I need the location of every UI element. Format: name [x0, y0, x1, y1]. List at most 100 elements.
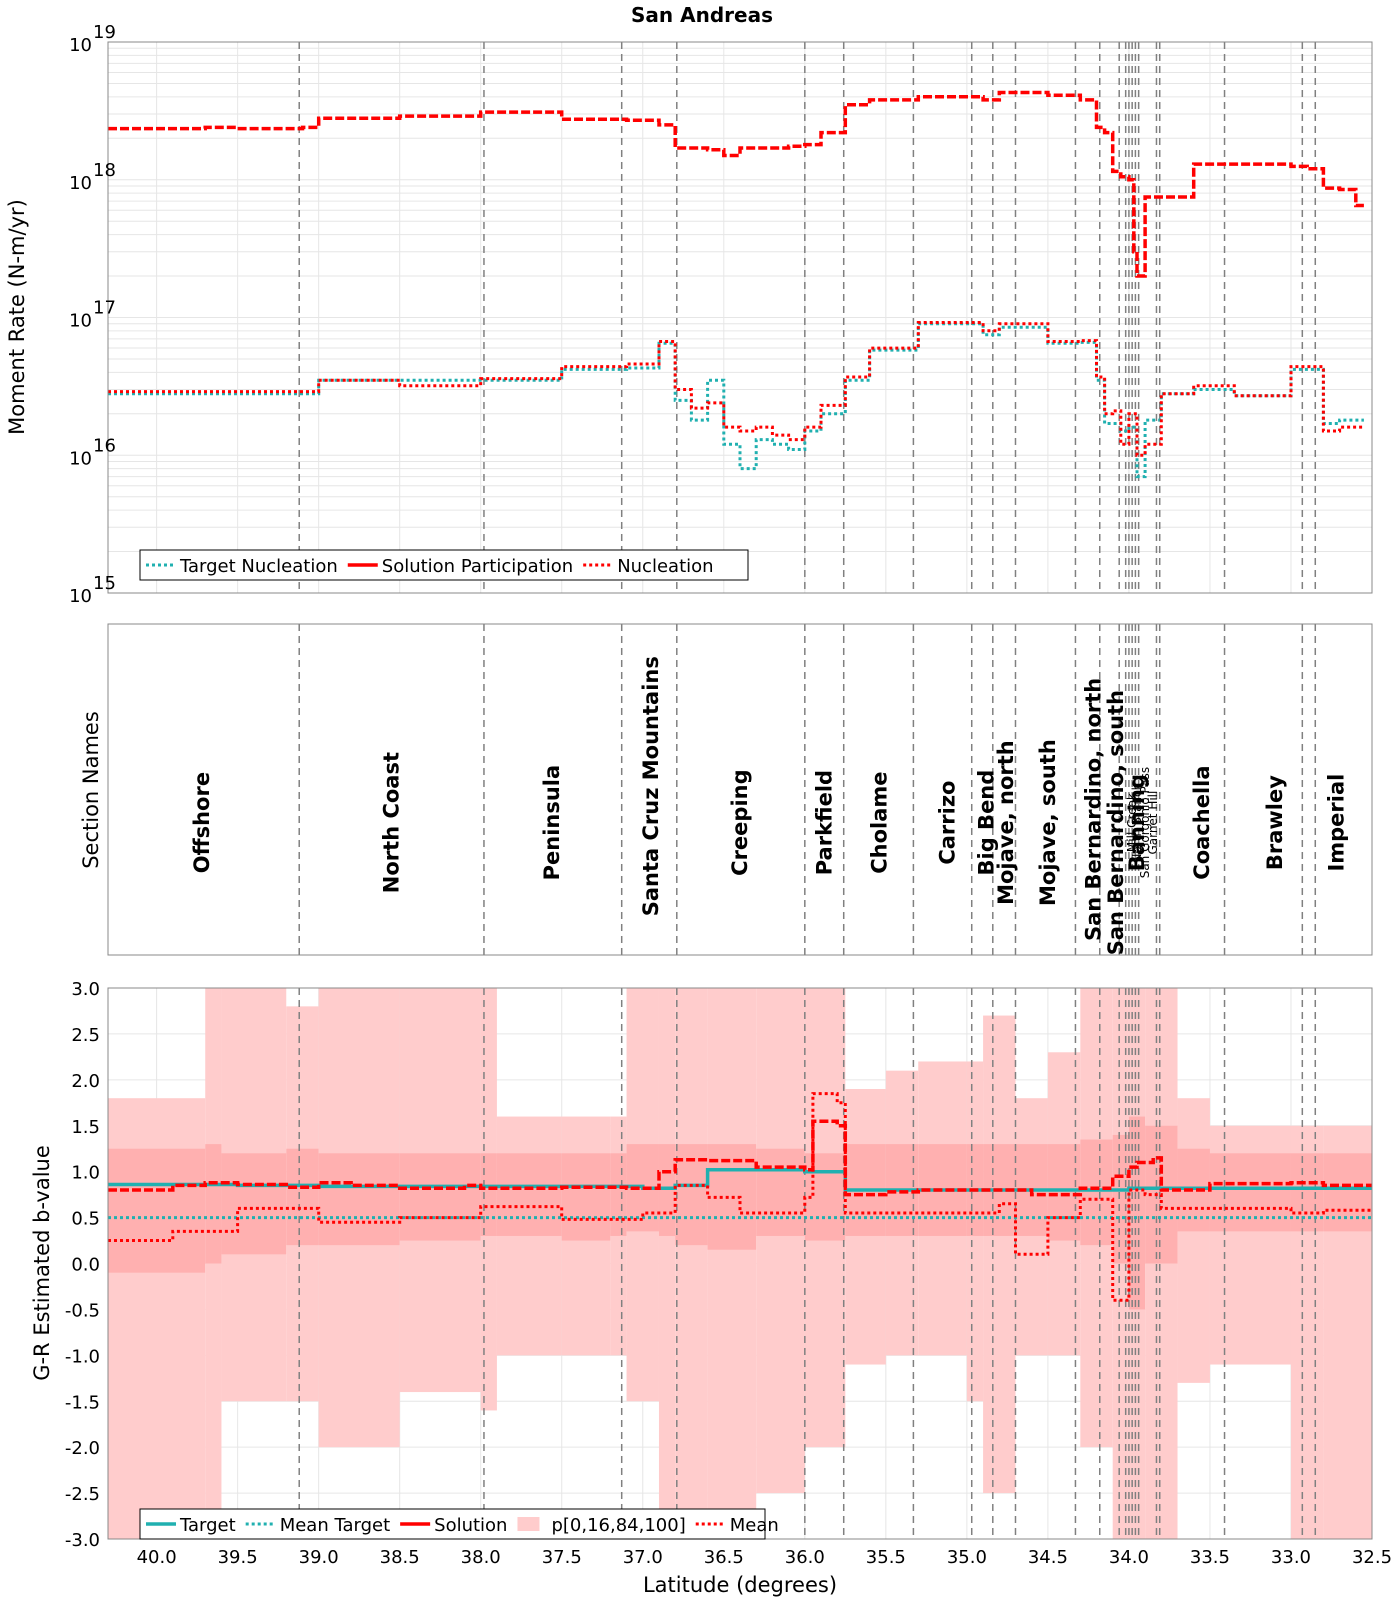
legend-label: Target Nucleation — [179, 556, 338, 577]
y-tick-label: 10 — [69, 586, 92, 607]
band-inner — [1290, 1153, 1324, 1232]
band-inner — [221, 1153, 287, 1255]
y-tick-label: -2.0 — [65, 1438, 100, 1459]
band-outer — [675, 988, 708, 1539]
x-tick-label: 35.5 — [866, 1547, 906, 1568]
x-tick-label: 34.5 — [1028, 1547, 1068, 1568]
section-label: Santa Cruz Mountains — [639, 656, 663, 916]
section-names-panel: Offshore North Coast Peninsula Santa Cruz M… — [79, 623, 1373, 956]
band-inner — [1112, 1134, 1129, 1264]
x-tick-label: 35.0 — [947, 1547, 987, 1568]
section-label: San Bernardino, south — [1104, 690, 1128, 955]
x-tick-label: 36.5 — [704, 1547, 744, 1568]
b-value-y-label: G-R Estimated b-value — [30, 1145, 54, 1381]
y-tick-label: 3.0 — [71, 979, 100, 1000]
x-tick-label: 38.0 — [461, 1547, 501, 1568]
b-value-panel: 3.0 2.5 2.0 1.5 1.0 0.5 0.0 -0.5 -1.0 -1.5 -2.0 -2.… — [30, 979, 1392, 1597]
band-inner — [399, 1153, 481, 1241]
moment-rate-plot-frame — [107, 41, 1373, 594]
x-tick-label: 37.5 — [542, 1547, 582, 1568]
section-label: Peninsula — [540, 765, 564, 881]
section-names-labels: Offshore North Coast Peninsula Santa Cruz M… — [190, 656, 1348, 955]
section-label: Mojave, south — [1036, 739, 1060, 906]
section-label: Carrizo — [935, 781, 959, 865]
x-tick-label: 34.0 — [1109, 1547, 1149, 1568]
section-label: Garnet Hill — [1146, 791, 1160, 855]
legend-label: Nucleation — [617, 556, 713, 577]
legend-label: Mean Target — [280, 1515, 390, 1536]
band-inner — [658, 1144, 676, 1236]
legend-label: p[0,16,84,100] — [551, 1515, 685, 1536]
section-names-boundaries — [298, 624, 1317, 955]
y-tick-label: -3.0 — [65, 1530, 100, 1551]
x-tick-label: 36.0 — [785, 1547, 825, 1568]
section-names-y-label: Section Names — [79, 711, 103, 869]
x-tick-label: 39.5 — [218, 1547, 258, 1568]
section-label: Brawley — [1263, 775, 1287, 870]
y-tick-exponent: 18 — [93, 160, 116, 181]
band-inner — [318, 1153, 400, 1246]
series-mean — [108, 1092, 1372, 1302]
series-solution — [108, 1119, 1372, 1197]
b-value-legend: Target Mean Target Solution p[0,16,84,100] M… — [139, 1508, 779, 1540]
band-inner — [1128, 1116, 1146, 1310]
band-outer — [983, 1015, 1016, 1494]
y-tick-label: 10 — [69, 311, 92, 332]
b-value-percentile-band — [108, 988, 1372, 1539]
legend-box — [139, 1508, 766, 1540]
y-tick-label: 1.0 — [71, 1163, 100, 1184]
y-tick-label: 1.5 — [71, 1117, 100, 1138]
x-tick-label: 40.0 — [137, 1547, 177, 1568]
band-inner — [610, 1153, 627, 1236]
band-inner — [496, 1153, 562, 1236]
y-tick-label: 0.5 — [71, 1209, 100, 1230]
legend-swatch — [517, 1517, 540, 1531]
band-inner — [1080, 1139, 1113, 1246]
y-tick-label: 2.5 — [71, 1025, 100, 1046]
moment-rate-series — [108, 90, 1364, 479]
series-nucleation — [108, 321, 1364, 457]
section-label: Banning — [1125, 774, 1149, 871]
legend-label: Solution — [434, 1515, 507, 1536]
section-label: Mojave, north — [994, 740, 1018, 905]
band-inner — [1323, 1153, 1372, 1232]
series-solution-participation — [108, 90, 1364, 278]
legend-box — [139, 549, 749, 581]
chart-title: San Andreas — [631, 3, 773, 27]
section-names-frame — [107, 623, 1373, 956]
b-value-x-ticks: 40.0 39.5 39.0 38.5 38.0 37.5 37.0 36.5 36.0 35.5… — [137, 1547, 1392, 1568]
y-tick-exponent: 19 — [93, 22, 116, 43]
section-label: Cholame — [867, 771, 891, 873]
section-label: Coachella — [1190, 765, 1214, 879]
band-inner — [480, 1153, 497, 1236]
x-tick-label: 33.0 — [1271, 1547, 1311, 1568]
y-tick-label: 10 — [69, 35, 92, 56]
moment-rate-y-label: Moment Rate (N-m/yr) — [5, 199, 29, 435]
band-outer — [1177, 1098, 1210, 1383]
y-tick-exponent: 17 — [93, 298, 116, 319]
band-outer — [658, 988, 676, 1539]
section-label: San Gorgonio Pass — [1138, 767, 1152, 878]
section-label: San Bernardino, north — [1081, 678, 1105, 941]
band-outer — [756, 988, 805, 1494]
band-inner — [108, 1148, 206, 1273]
moment-rate-legend: Target Nucleation Solution Participation N… — [139, 549, 749, 581]
x-tick-label: 33.5 — [1190, 1547, 1230, 1568]
x-tick-label: 32.5 — [1352, 1547, 1392, 1568]
section-label: North Coast — [380, 752, 404, 893]
x-axis-label: Latitude (degrees) — [643, 1573, 837, 1597]
band-inner — [205, 1144, 222, 1264]
band-outer — [707, 988, 757, 1539]
b-value-y-ticks: 3.0 2.5 2.0 1.5 1.0 0.5 0.0 -0.5 -1.0 -1.5 -2.0 -2.… — [65, 979, 100, 1551]
moment-rate-section-boundaries — [298, 42, 1317, 593]
section-label: Imperial — [1324, 774, 1348, 872]
x-tick-label: 37.0 — [623, 1547, 663, 1568]
section-label: Creeping — [728, 769, 752, 875]
section-label: North Branch — [1130, 783, 1144, 863]
legend-label: Mean — [730, 1515, 779, 1536]
y-tick-label: 10 — [69, 448, 92, 469]
band-inner — [756, 1148, 805, 1236]
y-tick-label: -1.0 — [65, 1346, 100, 1367]
